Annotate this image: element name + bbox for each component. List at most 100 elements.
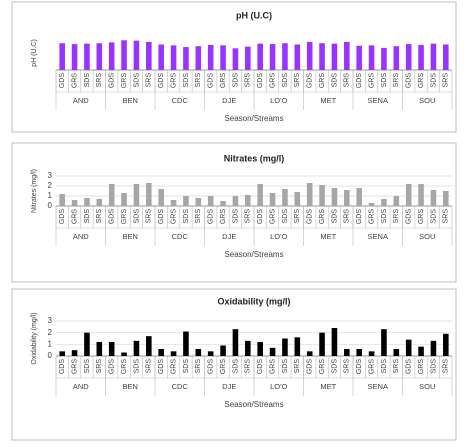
bar xyxy=(121,193,127,206)
x-tick-label: SRS xyxy=(195,359,202,374)
bar xyxy=(331,43,338,70)
x-tick-label: GRS xyxy=(71,359,78,375)
bar xyxy=(418,44,424,70)
chart-title: pH (U.C) xyxy=(236,10,272,20)
x-tick-label: GDS xyxy=(356,209,363,225)
x-tick-label: SDS xyxy=(282,209,289,224)
bar xyxy=(306,351,313,356)
bar xyxy=(220,201,226,206)
group-label: LO'O xyxy=(270,96,287,105)
bar xyxy=(269,193,276,206)
y-tick-label: 1 xyxy=(48,339,53,348)
bar xyxy=(71,200,78,206)
bar xyxy=(393,349,400,356)
group-label: CDC xyxy=(172,96,189,105)
group-label: AND xyxy=(73,382,89,391)
bar xyxy=(331,328,338,356)
bar xyxy=(245,195,251,206)
x-tick-label: GDS xyxy=(158,209,165,225)
x-tick-label: SRS xyxy=(245,359,252,374)
group-label: DJE xyxy=(222,382,236,391)
bar xyxy=(220,345,226,356)
bar xyxy=(344,349,350,356)
bar xyxy=(133,40,140,70)
panel-border xyxy=(11,142,457,283)
x-tick-label: SRS xyxy=(393,359,400,374)
bar xyxy=(158,44,164,70)
x-tick-label: SRS xyxy=(393,73,400,88)
bar xyxy=(195,349,202,356)
x-tick-label: GRS xyxy=(269,209,276,225)
bar xyxy=(183,196,189,206)
bar xyxy=(418,346,424,356)
x-tick-label: SDS xyxy=(381,73,388,88)
bar xyxy=(245,340,251,356)
x-tick-label: SRS xyxy=(344,359,351,374)
x-tick-label: SRS xyxy=(245,209,252,224)
group-label: LO'O xyxy=(270,232,287,241)
x-tick-label: SDS xyxy=(331,359,338,374)
y-axis-label: pH (U.C) xyxy=(31,39,38,67)
x-tick-label: GDS xyxy=(257,73,264,89)
bar xyxy=(170,351,177,356)
group-label: MET xyxy=(320,382,336,391)
bar xyxy=(344,190,350,206)
bar xyxy=(133,184,140,206)
y-tick-label: 2 xyxy=(48,328,53,337)
x-tick-label: SRS xyxy=(344,209,351,224)
x-tick-label: GDS xyxy=(208,209,215,225)
x-tick-label: SRS xyxy=(96,359,103,374)
bar xyxy=(319,332,325,356)
bar xyxy=(368,45,375,70)
x-tick-label: GRS xyxy=(121,73,128,89)
bar xyxy=(183,331,189,356)
x-tick-label: SDS xyxy=(232,359,239,374)
group-label: MET xyxy=(320,232,336,241)
bar xyxy=(71,350,78,356)
x-tick-label: GRS xyxy=(368,209,375,225)
panel-border xyxy=(11,288,457,441)
x-tick-label: SDS xyxy=(232,209,239,224)
x-tick-label: GDS xyxy=(307,209,314,225)
bar xyxy=(443,191,449,206)
bar xyxy=(121,352,127,356)
bar xyxy=(381,47,387,70)
y-tick-label: 1 xyxy=(48,191,53,200)
bar xyxy=(96,342,103,356)
x-tick-label: SDS xyxy=(133,359,140,374)
bar xyxy=(319,43,325,70)
y-tick-label: 0 xyxy=(48,351,53,360)
x-tick-label: SRS xyxy=(146,73,153,88)
bar xyxy=(146,336,152,356)
bar xyxy=(368,203,375,206)
x-tick-label: SRS xyxy=(245,73,252,88)
x-tick-label: GRS xyxy=(418,209,425,225)
y-tick-label: 3 xyxy=(48,316,53,325)
x-tick-label: SRS xyxy=(443,73,450,88)
x-tick-label: GDS xyxy=(406,73,413,89)
group-label: BEN xyxy=(123,96,138,105)
bar xyxy=(405,339,412,356)
x-axis-label: Season/Streams xyxy=(224,250,283,259)
x-tick-label: GDS xyxy=(356,73,363,89)
bar xyxy=(282,189,288,206)
x-axis-label: Season/Streams xyxy=(224,114,283,123)
x-tick-label: GDS xyxy=(406,209,413,225)
x-tick-label: SRS xyxy=(96,209,103,224)
group-label: AND xyxy=(73,96,89,105)
bar xyxy=(158,349,164,356)
x-tick-label: SRS xyxy=(393,209,400,224)
x-tick-label: GRS xyxy=(220,209,227,225)
bar xyxy=(170,200,177,206)
bar xyxy=(393,46,400,70)
bar xyxy=(257,184,263,206)
x-tick-label: SDS xyxy=(381,209,388,224)
bar xyxy=(195,46,202,70)
bar xyxy=(356,349,362,356)
group-label: SOU xyxy=(419,232,435,241)
x-tick-label: GDS xyxy=(59,209,66,225)
x-tick-label: GDS xyxy=(356,359,363,375)
bar xyxy=(96,199,103,206)
bar xyxy=(331,188,338,206)
x-tick-label: GDS xyxy=(307,359,314,375)
